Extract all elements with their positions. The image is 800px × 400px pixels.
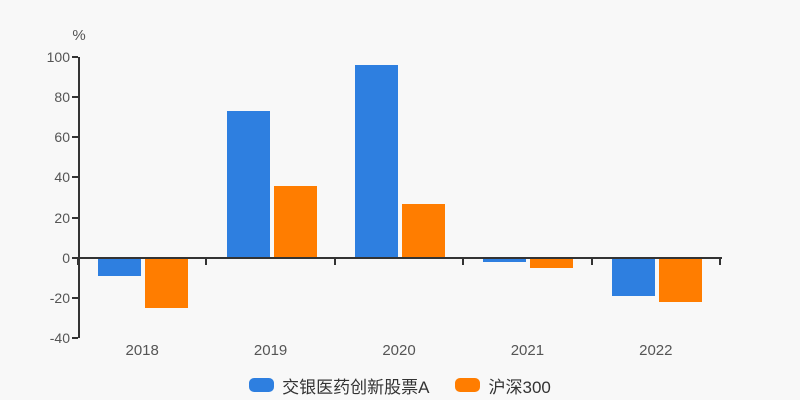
y-axis-tick [72,136,78,139]
legend-item-fund[interactable]: 交银医药创新股票A [249,373,429,398]
y-axis-tick-label: -40 [49,330,70,346]
legend-marker-fund [249,378,275,392]
x-axis-tick [77,257,79,265]
legend-label-fund: 交银医药创新股票A [282,377,430,397]
x-axis-tick-label: 2022 [639,342,673,359]
y-axis-tick [72,216,78,219]
x-axis-line [78,256,722,259]
y-axis-tick [72,96,78,99]
x-axis-tick-label: 2019 [253,342,288,359]
bar-index-2019[interactable] [273,185,317,258]
bar-index-2020[interactable] [402,203,445,258]
y-axis-tick-label: 100 [46,49,70,65]
x-axis-tick [333,257,336,265]
bar-index-2018[interactable] [145,257,189,308]
y-axis-tick-label: -20 [49,289,70,306]
y-axis-line [78,57,80,338]
bar-fund-2019[interactable] [226,111,270,258]
x-axis-tick-label: 2021 [510,342,545,359]
bar-fund-2021[interactable] [483,257,527,262]
legend-item-index[interactable]: 沪深300 [455,373,551,398]
y-axis-tick [72,337,78,339]
legend-marker-index [455,378,481,392]
y-axis-tick [72,176,78,179]
x-axis-tick [205,257,208,265]
bar-index-2021[interactable] [530,257,574,268]
bar-fund-2018[interactable] [98,257,142,276]
y-axis-tick [72,256,78,259]
y-axis-tick-label: 40 [54,169,70,186]
x-axis-tick-label: 2018 [125,342,159,359]
y-axis-tick-label: 20 [54,209,70,226]
x-axis-tick-label: 2020 [382,342,416,359]
y-axis-tick-label: 0 [62,249,70,266]
x-axis-tick [719,257,721,265]
y-axis-tick-label: 60 [54,129,70,146]
bar-fund-2022[interactable] [611,257,655,296]
x-axis-tick [590,257,593,265]
bar-fund-2020[interactable] [355,65,398,258]
x-axis-tick [462,257,465,265]
bar-index-2022[interactable] [658,257,702,302]
y-axis-tick-label: 80 [54,89,70,106]
y-axis-tick [72,296,78,299]
legend: 交银医药创新股票A 沪深300 [0,372,800,398]
y-axis-unit-label: % [72,27,86,44]
legend-label-index: 沪深300 [488,377,551,397]
y-axis-tick [72,56,78,58]
